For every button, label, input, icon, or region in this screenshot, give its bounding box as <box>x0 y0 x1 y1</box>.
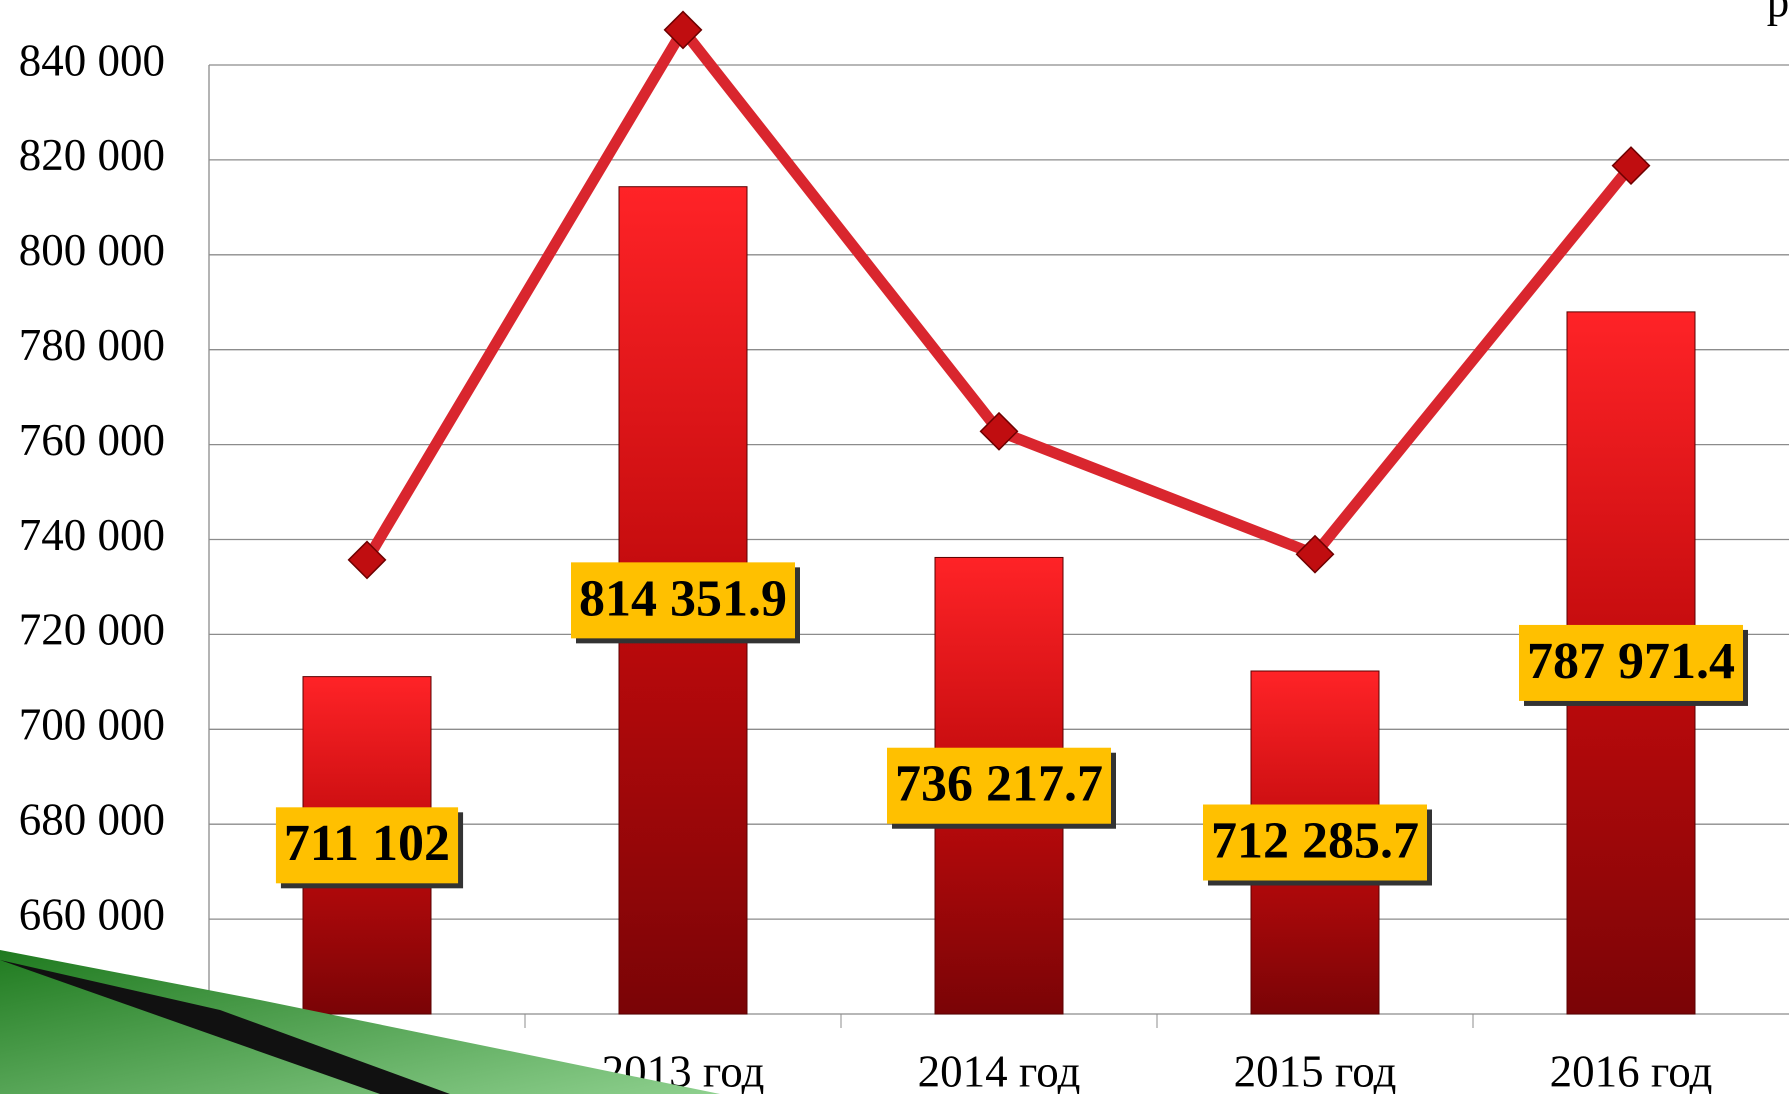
decoration-arrow <box>0 960 450 1094</box>
value-label: 736 217.7 <box>887 747 1116 829</box>
line-marker <box>1295 534 1335 574</box>
line <box>362 24 1636 563</box>
x-tick-label: 2015 год <box>1234 1046 1397 1094</box>
line-marker <box>347 540 387 580</box>
line-marker <box>979 411 1019 451</box>
value-label-box <box>1203 804 1427 881</box>
x-tick-label: 2014 год <box>918 1046 1081 1094</box>
value-label-text: 712 285.7 <box>1211 812 1419 869</box>
value-label-box <box>275 807 459 884</box>
value-label: 814 351.9 <box>571 562 800 644</box>
y-tick-label: 740 000 <box>19 510 165 560</box>
y-tick-label: 680 000 <box>19 795 165 845</box>
y-tick-label: 840 000 <box>19 35 165 85</box>
value-label-text: 711 102 <box>284 815 450 872</box>
value-label-box <box>571 562 795 639</box>
value-label-text: 787 971.4 <box>1527 633 1735 690</box>
unit-label: ру <box>1767 0 1789 26</box>
y-tick-label: 820 000 <box>19 130 165 180</box>
value-label-text: 814 351.9 <box>579 570 787 627</box>
x-tick-label: 2016 год <box>1550 1046 1713 1094</box>
value-label-box <box>1519 624 1743 701</box>
value-label: 787 971.4 <box>1519 624 1748 706</box>
line-marker <box>663 10 703 50</box>
y-tick-label: 800 000 <box>19 225 165 275</box>
value-label: 711 102 <box>275 807 464 889</box>
y-tick-label: 720 000 <box>19 605 165 655</box>
decoration <box>0 950 720 1094</box>
y-tick-label: 760 000 <box>19 415 165 465</box>
y-tick-label: 660 000 <box>19 889 165 939</box>
y-tick-label: 780 000 <box>19 320 165 370</box>
y-tick-label: 700 000 <box>19 700 165 750</box>
value-label-box <box>887 747 1111 824</box>
value-label: 712 285.7 <box>1203 804 1432 886</box>
value-label-text: 736 217.7 <box>895 756 1103 813</box>
line-marker <box>1611 146 1651 186</box>
